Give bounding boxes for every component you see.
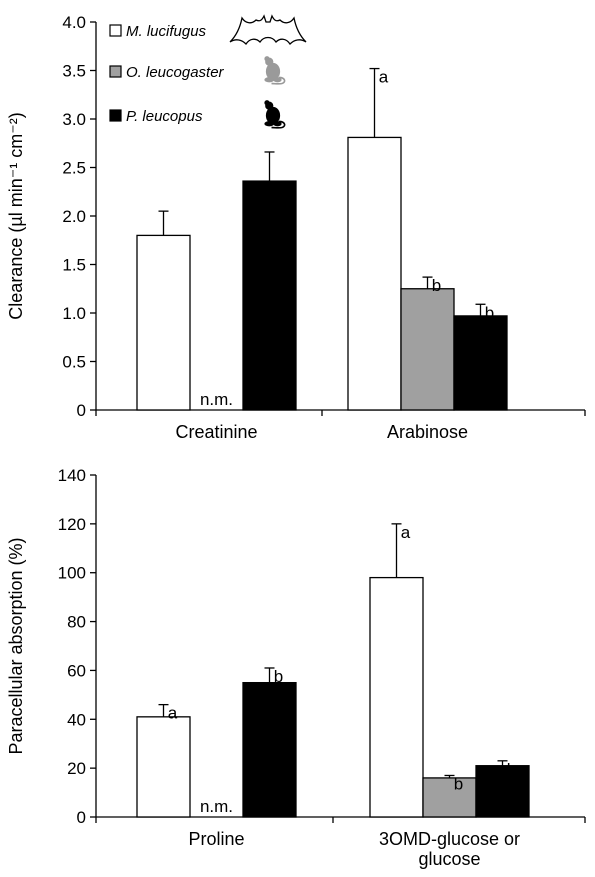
y-tick-label: 40	[67, 710, 86, 729]
bat-icon	[229, 15, 307, 45]
bar-p-leucopus	[453, 315, 508, 411]
legend-swatch	[109, 109, 122, 122]
not-measured-label: n.m.	[200, 390, 233, 409]
y-tick-label: 2.5	[62, 159, 86, 178]
significance-label: b	[485, 303, 494, 322]
bar-m-lucifugus	[136, 234, 191, 411]
legend-swatch	[109, 65, 122, 78]
chart-panel-1: 0 0.5 1.0 1.5 2.0 2.5 3.0 3.5 4.0 Clearance (µl m…	[6, 13, 586, 442]
y-tick-label: 3.0	[62, 110, 86, 129]
x-category-label: Creatinine	[175, 422, 257, 442]
y-tick-label: 120	[58, 515, 86, 534]
x-category-label: 3OMD-glucose or	[379, 829, 520, 849]
significance-label: b	[454, 774, 463, 793]
bar-o-leucogaster	[422, 777, 477, 818]
significance-label: b	[507, 760, 516, 779]
y-tick-label: 2.0	[62, 207, 86, 226]
bar-m-lucifugus	[136, 716, 191, 818]
significance-label: a	[379, 68, 389, 87]
mouse-icon	[263, 55, 286, 85]
y-tick-label: 0	[77, 808, 86, 827]
legend-label: P. leucopus	[126, 108, 203, 125]
chart-panel-2: 0 20 40 60 80 100 120 140 Paracellular absorptio…	[6, 466, 586, 869]
y-tick-label: 20	[67, 759, 86, 778]
bar-m-lucifugus	[347, 136, 402, 411]
legend-swatch	[109, 24, 122, 37]
y-tick-label: 0	[77, 401, 86, 420]
y-tick-label: 4.0	[62, 13, 86, 32]
legend: M. lucifugus O. leucogaster P. leucopus	[109, 15, 307, 129]
y-tick-label: 80	[67, 613, 86, 632]
significance-label: b	[274, 667, 283, 686]
y-tick-label: 140	[58, 466, 86, 485]
x-category-label: glucose	[418, 849, 480, 869]
bar-m-lucifugus	[369, 576, 424, 818]
bar-p-leucopus	[242, 180, 297, 411]
y-tick-label: 1.0	[62, 304, 86, 323]
y-tick-label: 3.5	[62, 62, 86, 81]
x-category-label: Proline	[188, 829, 244, 849]
bar-p-leucopus	[242, 681, 297, 818]
bar-o-leucogaster	[400, 288, 455, 411]
y-axis-label: Paracellular absorption (%)	[6, 537, 26, 754]
not-measured-label: n.m.	[200, 797, 233, 816]
legend-label: O. leucogaster	[126, 64, 225, 81]
y-tick-label: 100	[58, 564, 86, 583]
bar-p-leucopus	[475, 765, 530, 818]
legend-label: M. lucifugus	[126, 23, 207, 40]
significance-label: b	[432, 276, 441, 295]
x-category-label: Arabinose	[387, 422, 468, 442]
significance-label: a	[168, 704, 178, 723]
y-tick-label: 0.5	[62, 353, 86, 372]
y-tick-label: 1.5	[62, 256, 86, 275]
y-axis-label: Clearance (µl min⁻¹ cm⁻²)	[6, 112, 26, 319]
mouse-icon	[263, 99, 286, 129]
y-tick-label: 60	[67, 661, 86, 680]
significance-label: a	[401, 523, 411, 542]
